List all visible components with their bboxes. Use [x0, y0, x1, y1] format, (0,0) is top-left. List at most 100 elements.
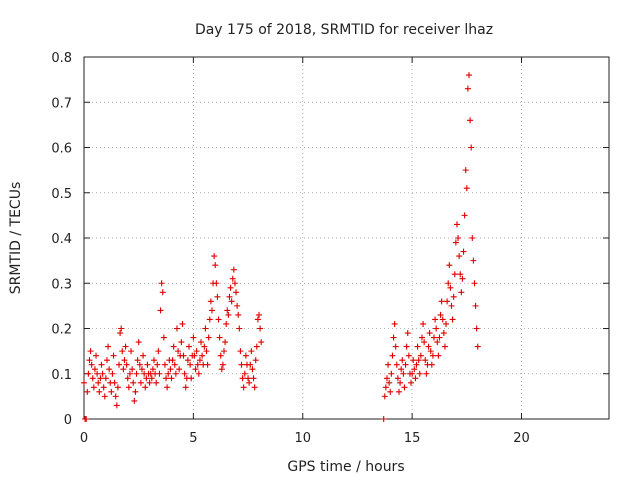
data-point	[142, 384, 149, 391]
data-point	[440, 330, 447, 337]
data-point	[164, 384, 171, 391]
data-point	[469, 235, 476, 241]
data-point	[474, 343, 481, 350]
data-point	[411, 366, 418, 373]
data-point	[202, 325, 209, 332]
data-point	[223, 320, 230, 327]
data-point	[380, 416, 387, 422]
data-point	[175, 348, 182, 355]
data-point	[446, 262, 453, 269]
data-point	[191, 352, 198, 359]
data-point	[216, 334, 223, 341]
data-point	[134, 357, 141, 364]
data-point	[131, 397, 138, 404]
data-point	[221, 348, 227, 355]
data-point	[159, 289, 166, 296]
data-point	[399, 357, 406, 364]
data-point	[447, 284, 454, 291]
data-point	[242, 352, 249, 359]
x-tick-label: 0	[80, 431, 88, 446]
data-point	[253, 343, 260, 350]
data-point	[187, 361, 194, 368]
data-point	[98, 361, 105, 368]
data-point	[258, 339, 265, 346]
data-point	[186, 343, 192, 350]
data-point	[421, 339, 428, 346]
data-point	[149, 366, 156, 373]
data-point	[382, 384, 389, 391]
data-point	[140, 352, 147, 359]
data-point	[95, 379, 102, 386]
data-point	[415, 357, 422, 364]
data-point	[143, 375, 150, 382]
data-point	[225, 311, 232, 318]
data-point	[218, 366, 225, 373]
data-point	[160, 334, 167, 341]
data-point	[251, 384, 258, 391]
data-point	[236, 325, 243, 332]
data-point	[111, 379, 118, 386]
data-point	[235, 311, 242, 318]
data-point	[206, 316, 213, 323]
y-tick-label: 0.5	[51, 187, 72, 202]
data-point	[231, 280, 238, 287]
data-point	[215, 316, 222, 323]
data-point	[106, 366, 113, 373]
data-point	[256, 311, 262, 318]
data-point	[245, 375, 252, 382]
data-point	[178, 339, 185, 346]
data-point	[132, 388, 139, 395]
data-point	[199, 352, 206, 359]
data-point	[387, 388, 394, 395]
data-point	[405, 352, 412, 359]
data-point	[97, 375, 104, 382]
data-point	[453, 221, 460, 228]
data-point	[428, 361, 435, 368]
data-point	[228, 298, 235, 305]
data-point	[397, 379, 404, 386]
y-tick-label: 0.2	[51, 323, 72, 338]
data-point	[198, 339, 205, 346]
data-point	[94, 370, 101, 377]
data-point	[443, 320, 450, 327]
data-point	[224, 307, 231, 314]
data-point	[100, 384, 107, 391]
data-point	[396, 388, 402, 395]
data-point	[124, 375, 131, 382]
data-point	[433, 325, 440, 332]
data-point	[386, 379, 393, 386]
axis-ticks	[83, 56, 609, 420]
data-point	[128, 348, 135, 355]
data-point	[114, 384, 121, 391]
data-point	[239, 375, 246, 382]
y-tick-label: 0.6	[51, 142, 72, 157]
data-point	[129, 366, 136, 373]
data-point	[154, 361, 161, 368]
data-point	[144, 361, 151, 368]
data-point	[148, 375, 155, 382]
data-point	[417, 352, 424, 359]
data-point	[425, 343, 432, 350]
data-point	[192, 366, 199, 373]
data-point	[436, 334, 443, 341]
x-tick-label: 15	[404, 431, 421, 446]
data-point	[233, 289, 240, 296]
data-point	[93, 352, 100, 359]
data-point	[138, 366, 145, 373]
y-tick-label: 0.4	[51, 232, 72, 247]
data-point	[91, 366, 98, 373]
data-point	[87, 348, 94, 355]
data-point	[208, 307, 215, 314]
data-point	[137, 379, 144, 386]
data-point	[460, 248, 467, 255]
chart-title: Day 175 of 2018, SRMTID for receiver lha…	[195, 22, 493, 38]
data-point	[422, 357, 429, 364]
data-point	[168, 375, 175, 382]
data-point	[207, 298, 214, 305]
data-point	[117, 330, 124, 337]
data-point	[85, 370, 92, 377]
data-point	[426, 330, 433, 337]
data-point	[237, 348, 244, 355]
data-point	[402, 361, 409, 368]
data-point	[254, 316, 261, 323]
